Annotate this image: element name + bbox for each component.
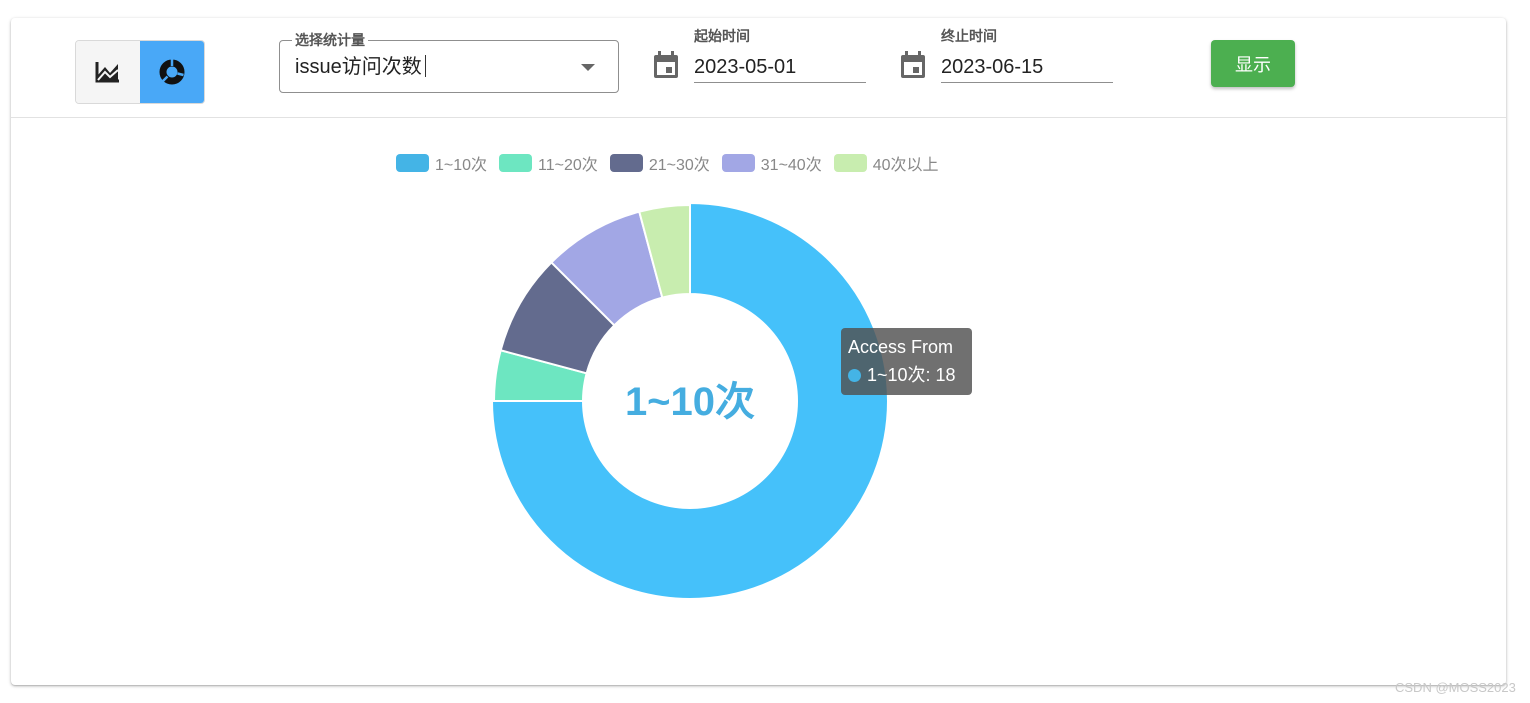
chevron-down-icon[interactable]	[581, 64, 595, 71]
donut-chart-icon	[159, 59, 185, 85]
toolbar: 选择统计量 issue访问次数 起始时间 终止时间 显示	[11, 18, 1506, 118]
legend-label: 31~40次	[760, 157, 822, 174]
start-date-input[interactable]	[694, 52, 866, 83]
metric-select-label: 选择统计量	[292, 32, 368, 48]
legend-item[interactable]: 11~20次	[499, 151, 598, 175]
legend-item[interactable]: 31~40次	[721, 151, 822, 175]
show-button[interactable]: 显示	[1211, 40, 1295, 87]
center-label: 1~10次	[625, 380, 755, 424]
chart-tooltip: Access From 1~10次: 18	[841, 328, 972, 395]
end-date-field: 终止时间	[941, 20, 1113, 83]
legend-item[interactable]: 40次以上	[833, 151, 939, 175]
donut-chart-button[interactable]	[140, 41, 204, 103]
area-chart-icon	[95, 62, 119, 83]
chart-type-toggle	[75, 40, 205, 104]
start-date-field: 起始时间	[694, 20, 866, 83]
end-date-label: 终止时间	[941, 28, 997, 44]
legend-swatch	[833, 154, 867, 172]
tooltip-row: 1~10次: 18	[848, 365, 956, 385]
legend-label: 21~30次	[648, 157, 710, 174]
start-date-label: 起始时间	[694, 28, 750, 44]
calendar-icon[interactable]	[900, 51, 926, 79]
legend-item[interactable]: 21~30次	[609, 151, 710, 175]
watermark: CSDN @MOSS2023	[1395, 680, 1516, 695]
legend-label: 1~10次	[435, 157, 488, 174]
tooltip-marker	[848, 368, 861, 382]
tooltip-title: Access From	[848, 337, 954, 357]
legend-swatch	[721, 154, 755, 172]
chart-legend: 1~10次 11~20次 21~30次 31~40次 40次以上	[396, 152, 951, 174]
legend-swatch	[396, 154, 429, 172]
area-chart-button[interactable]	[76, 41, 140, 103]
metric-select[interactable]: 选择统计量 issue访问次数	[279, 32, 619, 93]
metric-select-value: issue访问次数	[295, 55, 426, 79]
legend-swatch	[609, 154, 643, 172]
legend-label: 40次以上	[872, 157, 939, 174]
end-date-input[interactable]	[941, 52, 1113, 83]
donut-slice[interactable]	[638, 203, 691, 299]
calendar-icon[interactable]	[653, 51, 679, 79]
tooltip-text: 1~10次: 18	[867, 365, 956, 385]
legend-label: 11~20次	[538, 157, 598, 174]
legend-item[interactable]: 1~10次	[396, 151, 487, 175]
legend-swatch	[499, 154, 533, 172]
text-cursor	[424, 55, 426, 77]
